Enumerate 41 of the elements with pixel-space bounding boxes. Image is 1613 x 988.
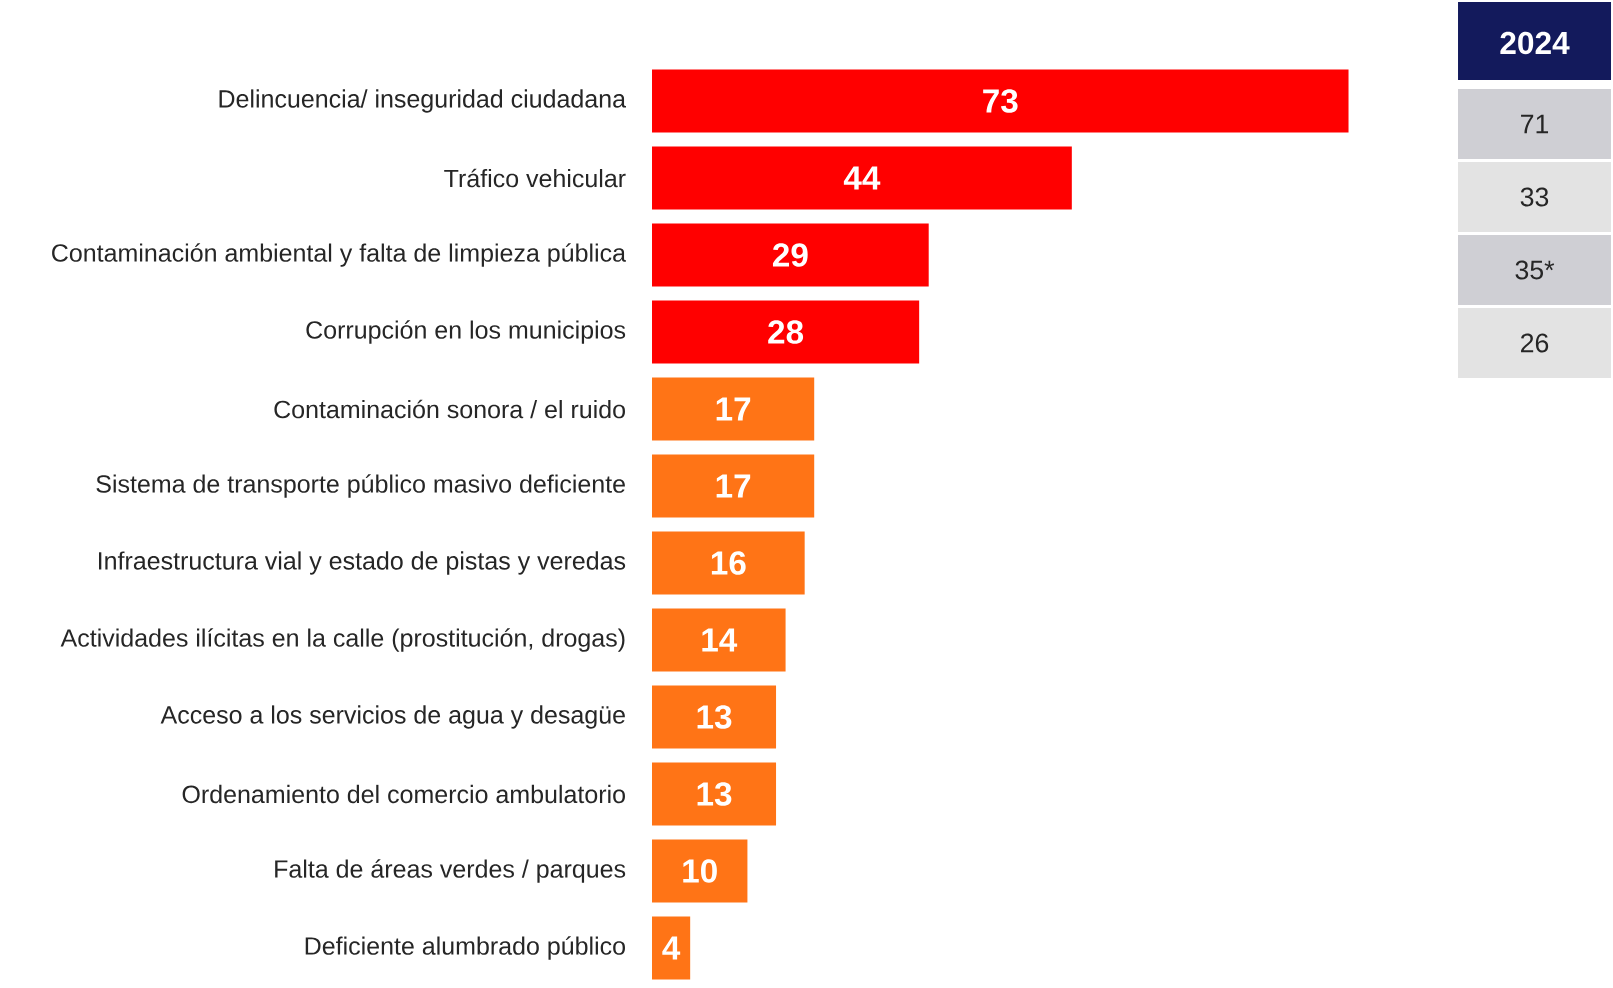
y-tick-label: Infraestructura vial y estado de pistas y veredas — [98, 551, 626, 575]
bar — [652, 608, 786, 672]
y-tick-label: Sistema de transporte público masivo deficiente — [96, 474, 625, 498]
bar — [652, 300, 920, 364]
y-tick-label: Tráfico vehicular — [444, 168, 626, 188]
y-tick-label: Ordenamiento del comercio ambulatorio — [182, 784, 625, 804]
data-label: 73 — [983, 89, 1018, 113]
y-tick-label: Deficiente alumbrado público — [305, 936, 625, 960]
data-label: 17 — [716, 474, 751, 498]
bar — [652, 146, 1072, 210]
y-tick-label: Actividades ilícitas en la calle (prostitución, drogas) — [60, 628, 625, 652]
bar — [652, 69, 1349, 133]
data-label: 17 — [716, 397, 751, 421]
bar — [652, 454, 815, 518]
bar — [652, 839, 748, 903]
data-label: 29 — [772, 243, 808, 267]
bar — [652, 377, 815, 441]
y-tick-label: Acceso a los servicios de agua y desagüe — [160, 705, 625, 729]
data-label: 14 — [702, 628, 738, 652]
data-label: 16 — [711, 551, 746, 575]
y-tick-label: Contaminación ambiental y falta de limpieza pública — [52, 243, 626, 267]
text: 35* — [1515, 260, 1555, 280]
text: 26 — [1521, 333, 1549, 353]
text: 33 — [1520, 187, 1549, 207]
bar — [652, 916, 691, 980]
bar — [652, 762, 777, 826]
data-label: 10 — [683, 859, 717, 883]
bar — [652, 685, 777, 749]
data-label: 4 — [662, 936, 681, 960]
y-tick-label: Delincuencia/ inseguridad ciudadana — [219, 89, 626, 113]
text: 2024 — [1500, 31, 1570, 55]
data-label: 28 — [768, 320, 804, 344]
text: 71 — [1521, 114, 1549, 134]
bar — [652, 531, 805, 595]
y-tick-label: Falta de áreas verdes / parques — [275, 859, 626, 883]
data-label: 13 — [697, 705, 732, 729]
data-label: 13 — [697, 782, 732, 806]
y-tick-label: Contaminación sonora / el ruido — [274, 399, 625, 419]
bar — [652, 223, 929, 287]
data-label: 44 — [843, 166, 881, 190]
y-tick-label: Corrupción en los municipios — [306, 320, 626, 344]
